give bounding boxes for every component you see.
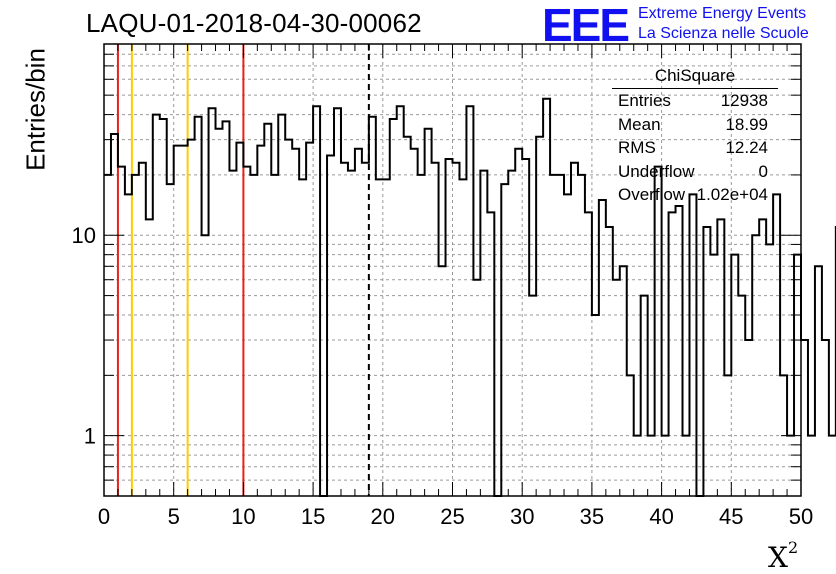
x-tick-label: 25 (440, 504, 464, 529)
stats-value: 0 (758, 161, 768, 181)
x-tick-label: 50 (789, 504, 813, 529)
logo-line-1: Extreme Energy Events (638, 5, 807, 22)
plot-title: LAQU-01-2018-04-30-00062 (86, 8, 422, 38)
stats-box: ChiSquare Entries 12938 Mean 18.99 RMS 12.2… (612, 66, 788, 207)
stats-value: 12938 (720, 91, 768, 110)
stats-key: Overflow (618, 185, 686, 204)
x-tick-label: 10 (231, 504, 255, 529)
logo-line-2: La Scienza nelle Scuole (638, 25, 809, 42)
x-tick-label: 40 (649, 504, 673, 529)
stats-row: Mean 18.99 (612, 113, 788, 137)
stats-value: 1.02e+04 (696, 185, 768, 204)
x-tick-label: 45 (719, 504, 743, 529)
x-tick-label: 35 (580, 504, 604, 529)
x-tick-label: 30 (510, 504, 534, 529)
stats-value: 12.24 (725, 138, 768, 157)
stats-row: Overflow 1.02e+04 (612, 183, 788, 207)
stats-key: Underflow (618, 161, 695, 181)
tick-labels: 0 5 10 15 20 25 30 35 40 45 50 1 10 (72, 223, 814, 529)
stats-key: Entries (618, 91, 671, 110)
axis-ticks (103, 43, 802, 496)
stats-row: Entries 12938 (612, 89, 788, 113)
stats-key: Mean (618, 114, 661, 134)
y-axis-label: Entries/bin (20, 48, 51, 171)
stats-row: Underflow 0 (612, 160, 788, 184)
x-tick-label: 5 (168, 504, 180, 529)
stats-value: 18.99 (725, 114, 768, 134)
histogram-line (104, 97, 836, 497)
y-tick-label: 10 (72, 223, 96, 248)
stats-key: RMS (618, 138, 656, 157)
x-tick-label: 20 (371, 504, 395, 529)
x-tick-label: 15 (301, 504, 325, 529)
x-tick-label: 0 (98, 504, 110, 529)
eee-logo: EEE (542, 0, 630, 51)
stats-row: RMS 12.24 (612, 136, 788, 160)
stats-title: ChiSquare (612, 66, 778, 89)
y-tick-label: 1 (84, 424, 96, 449)
reference-lines (116, 44, 370, 496)
x-axis-label: X2 (768, 538, 799, 574)
